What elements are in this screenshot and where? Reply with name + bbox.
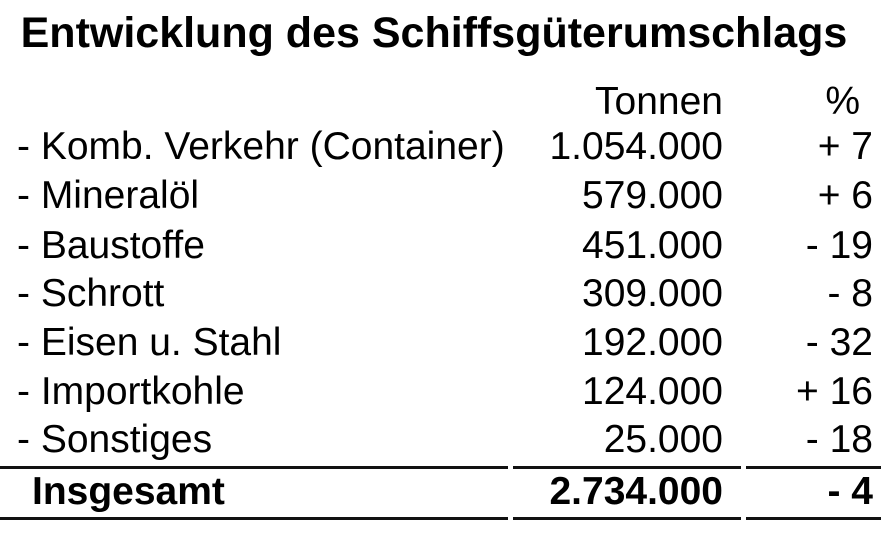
row-tonnen-value: 579.000 (582, 174, 723, 217)
row-label: - Mineralöl (17, 174, 200, 217)
page-title: Entwicklung des Schiffsgüterumschlags (20, 9, 848, 57)
rule-segment (0, 517, 508, 520)
table-row: - Eisen u. Stahl 192.000 - 32 (0, 320, 894, 366)
row-tonnen-value: 124.000 (582, 370, 723, 413)
row-label: - Importkohle (17, 370, 245, 413)
row-tonnen-value: 309.000 (582, 272, 723, 315)
total-percent-value: - 4 (827, 470, 873, 513)
row-label: - Sonstiges (17, 418, 213, 461)
row-label: - Baustoffe (17, 224, 205, 267)
row-percent-value: - 19 (805, 224, 873, 267)
table-row: - Komb. Verkehr (Container) 1.054.000 + … (0, 124, 894, 170)
row-tonnen-value: 192.000 (582, 321, 723, 364)
table-row: - Mineralöl 579.000 + 6 (0, 173, 894, 219)
total-rule-bottom (0, 517, 894, 520)
total-tonnen-value: 2.734.000 (549, 470, 723, 513)
row-label: - Eisen u. Stahl (17, 321, 282, 364)
rule-segment (746, 466, 881, 469)
column-header-percent: % (825, 80, 860, 123)
table-row: - Schrott 309.000 - 8 (0, 271, 894, 317)
total-label: Insgesamt (32, 470, 225, 513)
row-label: - Schrott (17, 272, 165, 315)
row-tonnen-value: 451.000 (582, 224, 723, 267)
rule-segment (513, 517, 741, 520)
rule-segment (746, 517, 881, 520)
row-percent-value: - 32 (805, 321, 873, 364)
rule-segment (513, 466, 741, 469)
table-row: - Baustoffe 451.000 - 19 (0, 223, 894, 269)
row-percent-value: - 8 (827, 272, 873, 315)
row-percent-value: + 6 (817, 174, 873, 217)
row-percent-value: + 7 (817, 125, 873, 168)
row-percent-value: - 18 (805, 418, 873, 461)
table-row: - Importkohle 124.000 + 16 (0, 369, 894, 415)
total-rule-top (0, 466, 894, 469)
rule-segment (0, 466, 508, 469)
column-header-tonnen: Tonnen (595, 80, 723, 123)
table-row: - Sonstiges 25.000 - 18 (0, 417, 894, 463)
row-percent-value: + 16 (796, 370, 873, 413)
table-total-row: Insgesamt 2.734.000 - 4 (0, 469, 894, 515)
row-tonnen-value: 25.000 (603, 418, 723, 461)
row-tonnen-value: 1.054.000 (549, 125, 723, 168)
row-label: - Komb. Verkehr (Container) (17, 125, 505, 168)
table-header-row: Tonnen % (0, 79, 894, 125)
